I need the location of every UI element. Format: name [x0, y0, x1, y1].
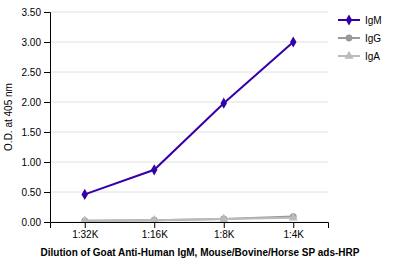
grid-line — [50, 12, 328, 13]
tick-mark — [44, 222, 50, 223]
tick-mark — [44, 192, 50, 193]
tick: 3.50 — [22, 7, 50, 18]
legend-marker — [346, 14, 352, 25]
point — [219, 214, 228, 222]
line — [85, 218, 294, 221]
tick-mark — [44, 132, 50, 133]
tick-mark — [44, 162, 50, 163]
tick-label: 1:4K — [283, 229, 304, 240]
tick-label: 3.00 — [22, 37, 42, 48]
plot: 0.00 0.50 1.00 1.50 2.00 2.50 3.00 3.50 1:32K 1:1… — [22, 7, 329, 240]
tick: 2.00 — [22, 97, 50, 108]
point — [151, 164, 157, 175]
legend-item: IgA — [338, 51, 380, 62]
x-axis-title: Dilution of Goat Anti-Human IgM, Mouse/B… — [41, 247, 360, 258]
legend-label: IgA — [365, 51, 380, 62]
grid — [50, 12, 328, 222]
tick-label: 1.00 — [22, 157, 42, 168]
tick-label: 1:16K — [142, 229, 168, 240]
legend-marker — [344, 51, 353, 59]
legend: IgM IgG IgA — [338, 14, 382, 61]
point — [82, 189, 88, 200]
chart: 0.00 0.50 1.00 1.50 2.00 2.50 3.00 3.50 1:32K 1:1… — [0, 0, 400, 264]
series — [80, 213, 298, 222]
grid-line — [50, 162, 328, 163]
tick-label: 2.50 — [22, 67, 42, 78]
marks — [80, 36, 298, 222]
y-axis: 0.00 0.50 1.00 1.50 2.00 2.50 3.00 3.50 — [22, 7, 51, 228]
tick: 1.50 — [22, 127, 50, 138]
legend-label: IgM — [365, 15, 382, 26]
point — [221, 98, 227, 109]
legend-item: IgG — [338, 33, 381, 44]
y-axis-title: O.D. at 405 nm — [3, 83, 14, 151]
legend-item: IgM — [338, 14, 382, 25]
grid-line — [50, 132, 328, 133]
legend-marker — [346, 35, 353, 42]
tick: 1.00 — [22, 157, 50, 168]
tick-label: 0.00 — [22, 217, 42, 228]
tick: 1:4K — [283, 222, 304, 240]
line — [85, 217, 294, 221]
tick-label: 1:32K — [72, 229, 98, 240]
tick: 1:16K — [142, 222, 168, 240]
tick-mark — [44, 72, 50, 73]
axis-domain — [51, 223, 329, 229]
tick-mark — [224, 222, 225, 228]
tick-label: 1.50 — [22, 127, 42, 138]
point — [150, 215, 159, 222]
tick-mark — [44, 42, 50, 43]
tick-label: 2.00 — [22, 97, 42, 108]
grid-line — [50, 72, 328, 73]
point — [289, 213, 298, 221]
tick-mark — [154, 222, 155, 228]
tick-mark — [85, 222, 86, 228]
tick-label: 1:8K — [214, 229, 235, 240]
tick: 1:8K — [214, 222, 235, 240]
axis-domain — [44, 13, 51, 223]
series — [81, 213, 296, 222]
tick-mark — [44, 12, 50, 13]
tick: 3.00 — [22, 37, 50, 48]
tick: 2.50 — [22, 67, 50, 78]
point — [290, 36, 296, 47]
x-axis: 1:32K 1:16K 1:8K 1:4K — [51, 222, 329, 240]
grid-line — [50, 42, 328, 43]
point — [80, 216, 89, 222]
tick-label: 3.50 — [22, 7, 42, 18]
line — [85, 42, 294, 194]
tick-mark — [293, 222, 294, 228]
tick: 0.50 — [22, 187, 50, 198]
tick-mark — [44, 102, 50, 103]
tick-label: 0.50 — [22, 187, 42, 198]
tick: 1:32K — [72, 222, 98, 240]
series — [82, 36, 297, 200]
tick: 0.00 — [22, 217, 50, 228]
legend-label: IgG — [365, 33, 381, 44]
grid-line — [50, 102, 328, 103]
